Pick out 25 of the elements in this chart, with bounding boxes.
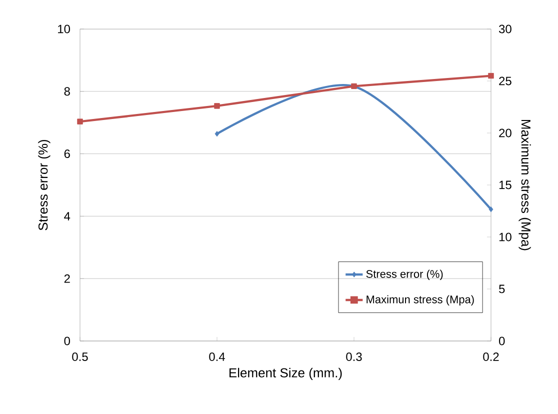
y2-axis-title: Maximum stress (Mpa): [518, 120, 531, 250]
x-axis-title: Element Size (mm.): [230, 368, 342, 380]
y-tick-label: 4: [64, 212, 70, 220]
legend-label: Stress error (%): [366, 270, 443, 280]
y2-tick-label: 25: [499, 76, 512, 86]
y-tick-label: 8: [64, 87, 70, 96]
y-tick-label: 2: [64, 274, 70, 283]
point: [214, 103, 220, 109]
point: [488, 72, 494, 79]
x-tick-label: 0.4: [209, 352, 225, 362]
y2-tick-label: 5: [499, 284, 505, 294]
y-tick-label: 10: [58, 24, 70, 34]
y2-tick-label: 20: [499, 128, 512, 138]
y2-tick-label: 15: [499, 180, 512, 190]
y2-tick-label: 0: [499, 336, 505, 346]
legend-label: Maximun stress (Mpa): [366, 295, 474, 306]
x-tick-label: 0.3: [346, 352, 362, 362]
x-tick-label: 0.5: [72, 352, 88, 362]
y-tick-label: 0: [64, 336, 70, 346]
y-axis-title: Stress error (%): [38, 140, 50, 230]
x-tick-label: 0.2: [483, 352, 499, 362]
y-tick-label: 6: [64, 150, 70, 158]
y2-tick-label: 10: [499, 232, 512, 242]
point: [77, 118, 83, 124]
y2-tick-label: 30: [498, 24, 512, 34]
